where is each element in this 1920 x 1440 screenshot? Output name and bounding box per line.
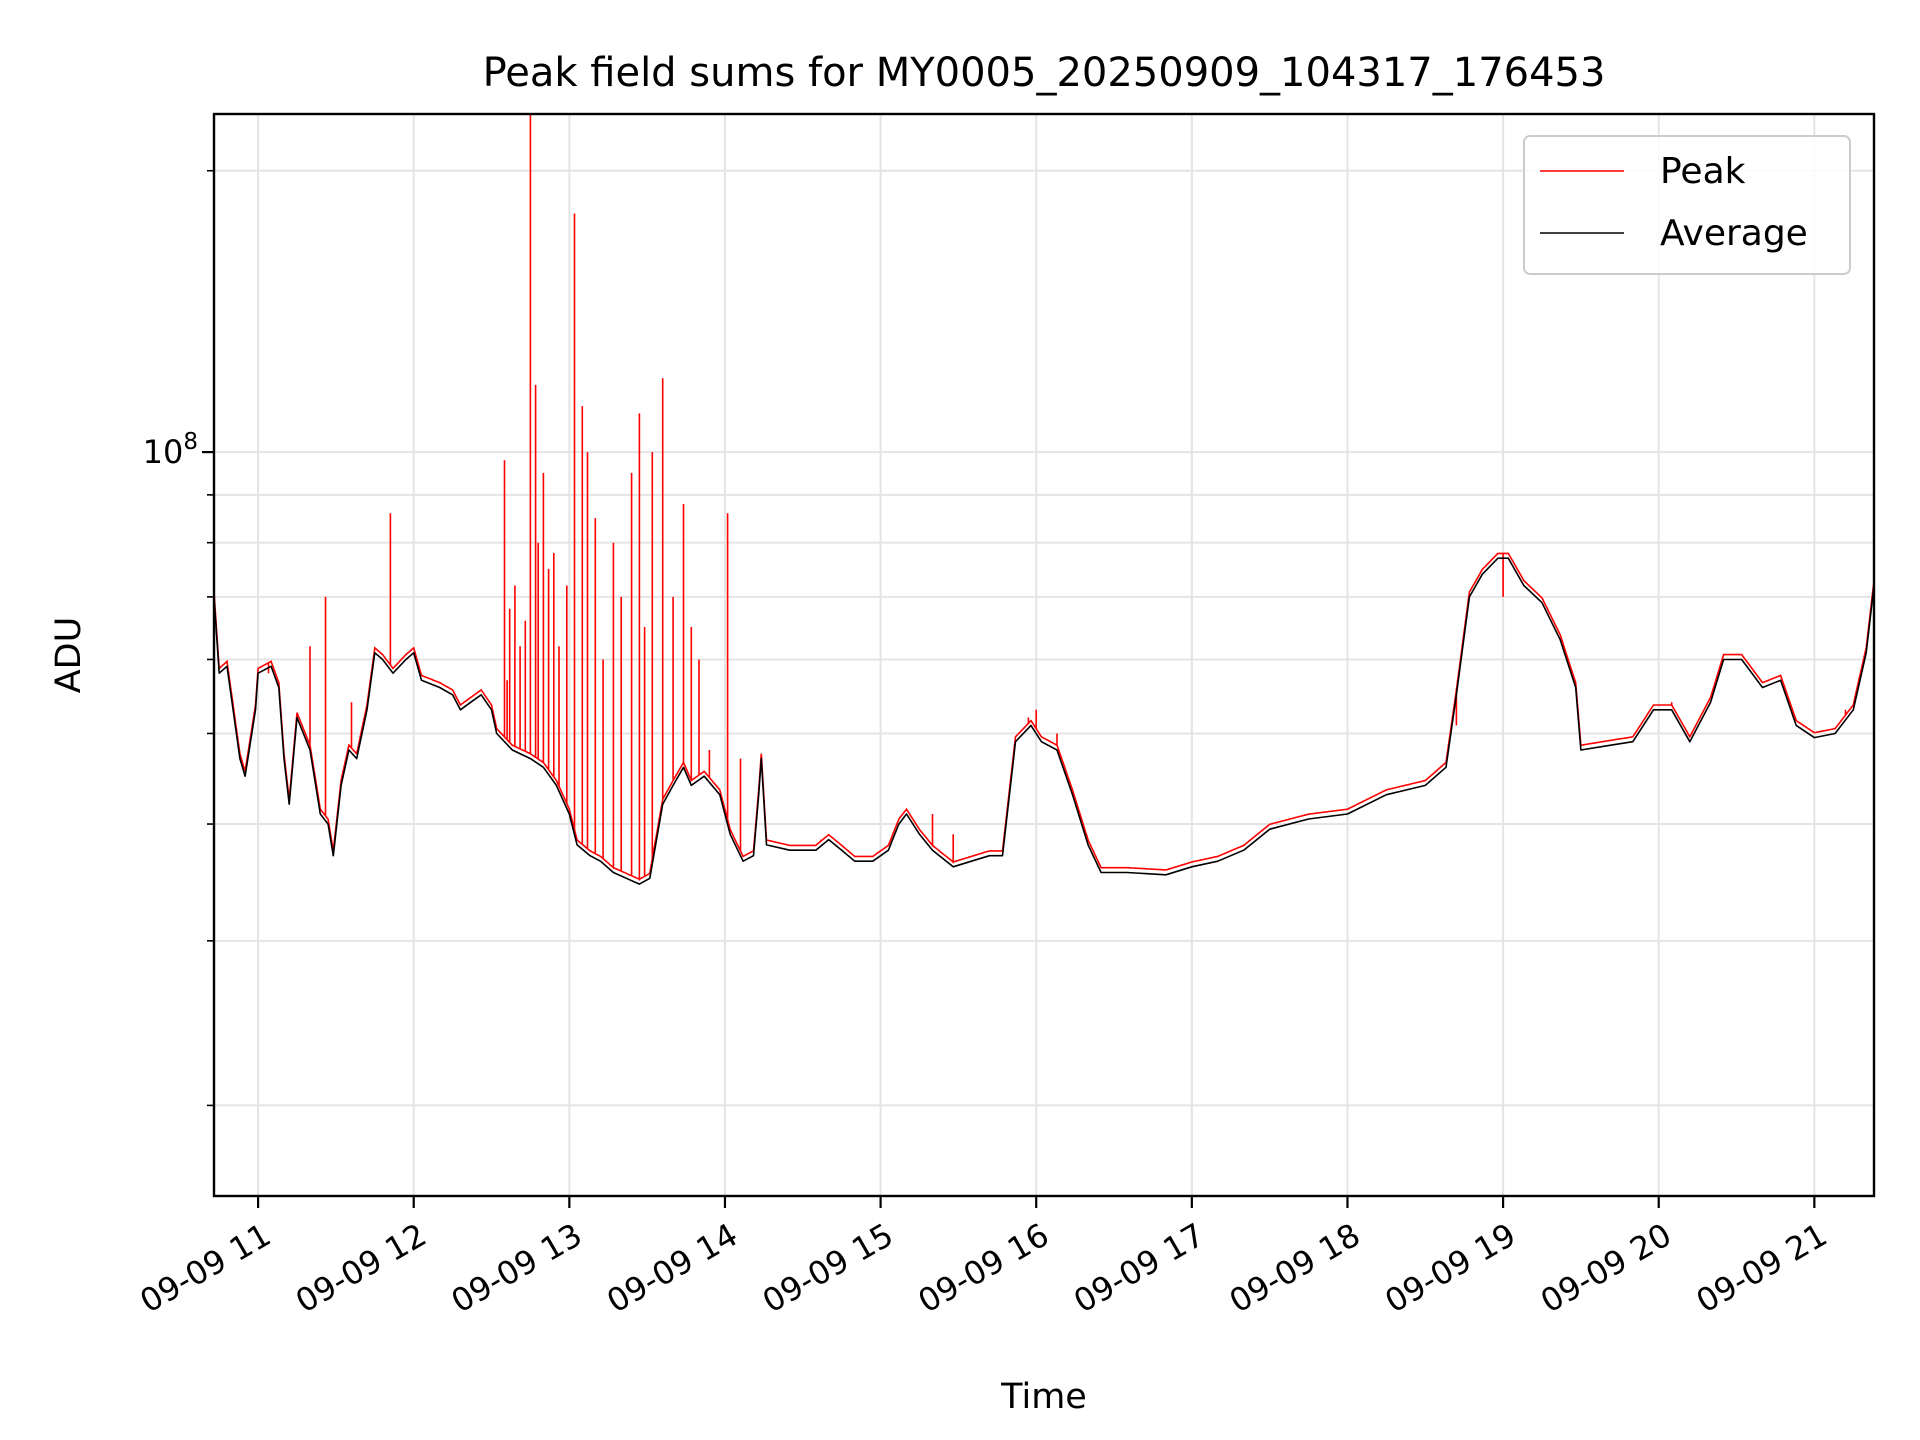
x-tick-label: 09-09 20 (1534, 1216, 1678, 1321)
plot-frame (212, 112, 1876, 1198)
x-tick-label: 09-09 16 (912, 1216, 1056, 1321)
x-tick-label: 09-09 17 (1067, 1216, 1211, 1321)
x-tick-label: 09-09 15 (756, 1216, 900, 1321)
y-axis-label: ADU (49, 617, 89, 694)
x-tick-label: 09-09 21 (1690, 1216, 1834, 1321)
x-axis-label: Time (1000, 1377, 1087, 1417)
x-tick-label: 09-09 13 (445, 1216, 589, 1321)
x-tick-label: 09-09 18 (1223, 1216, 1367, 1321)
grid-lines (214, 114, 1874, 1196)
y-axis-ticks: 108 (143, 169, 214, 1107)
y-tick-label-base: 10 (143, 433, 184, 471)
x-axis-ticks: 09-09 11 09-09 12 09-09 13 09-09 14 09-09 15… (133, 1196, 1833, 1320)
x-tick-label: 09-09 14 (600, 1216, 744, 1321)
average-series-line (214, 557, 1874, 885)
y-tick-label-exponent: 8 (183, 429, 198, 455)
x-tick-label: 09-09 19 (1378, 1216, 1522, 1321)
x-tick-label: 09-09 12 (289, 1216, 433, 1321)
y-tick-label: 108 (143, 429, 198, 471)
x-tick-label: 09-09 11 (133, 1216, 277, 1321)
legend-peak-label: Peak (1660, 151, 1746, 192)
legend-average-label: Average (1660, 213, 1808, 254)
plot-series (214, 114, 1874, 885)
chart-title: Peak field sums for MY0005_20250909_1043… (483, 50, 1606, 96)
legend: Peak Average (1523, 135, 1851, 275)
